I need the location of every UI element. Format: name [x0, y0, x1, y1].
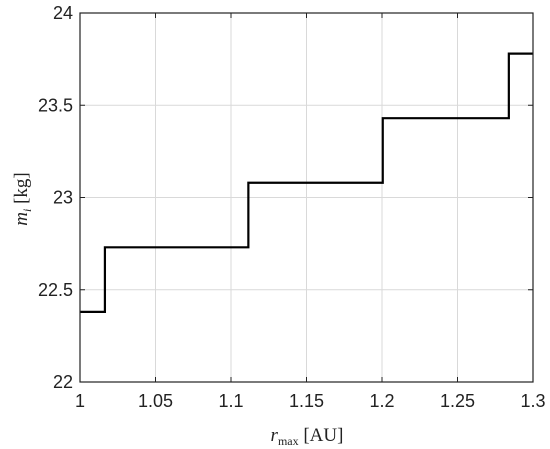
x-axis-symbol: r	[271, 425, 279, 446]
x-tick-label: 1.1	[218, 391, 243, 411]
series-layer	[80, 52, 533, 313]
x-tick-label: 1.15	[289, 391, 324, 411]
x-axis-subscript: max	[278, 434, 299, 448]
x-tick-label: 1.25	[440, 391, 475, 411]
x-tick-label: 1.05	[138, 391, 173, 411]
x-axis-label: rmax [AU]	[271, 425, 344, 448]
y-tick-label: 24	[53, 3, 73, 23]
x-tick-label: 1	[75, 391, 85, 411]
y-axis-label: mi [kg]	[11, 172, 34, 225]
x-tick-label: 1.2	[369, 391, 394, 411]
x-axis-unit: [AU]	[303, 425, 343, 446]
y-tick-labels: 22 22.5 23 23.5 24	[38, 3, 73, 392]
tick-marks	[79, 12, 534, 383]
series-line	[80, 52, 533, 313]
grid	[80, 13, 533, 382]
y-tick-label: 23.5	[38, 95, 73, 115]
y-tick-label: 22	[53, 372, 73, 392]
x-tick-label: 1.3	[520, 391, 545, 411]
y-tick-label: 23	[53, 188, 73, 208]
y-tick-label: 22.5	[38, 280, 73, 300]
y-axis-symbol: m	[11, 212, 32, 226]
y-axis-subscript: i	[20, 209, 34, 212]
x-tick-labels: 1 1.05 1.1 1.15 1.2 1.25 1.3	[75, 391, 546, 411]
y-axis-unit: [kg]	[11, 172, 32, 204]
